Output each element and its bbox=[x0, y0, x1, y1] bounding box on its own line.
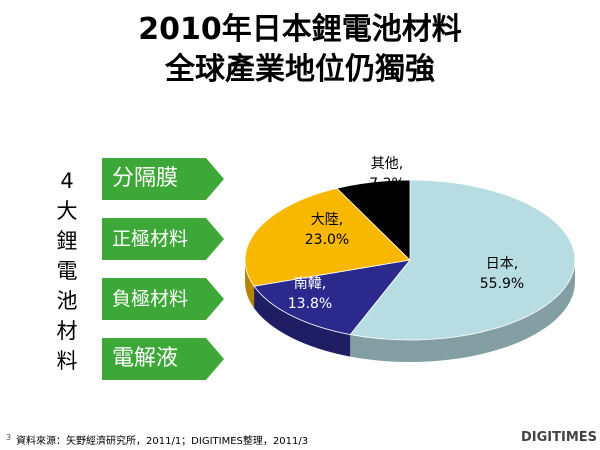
page-title: 2010年日本鋰電池材料 全球產業地位仍獨強 bbox=[0, 10, 600, 90]
pie-side-0 bbox=[350, 260, 575, 362]
material-arrow-electrolyte: 電解液 bbox=[102, 338, 224, 380]
material-arrow-separator: 分隔膜 bbox=[102, 158, 224, 200]
slice-value-label: 7.3% bbox=[369, 176, 405, 192]
material-label: 電解液 bbox=[112, 346, 179, 371]
pie-side bbox=[245, 260, 575, 362]
pie-top bbox=[244, 179, 576, 341]
vertical-char: 材 bbox=[56, 319, 78, 343]
arrow-shape bbox=[102, 338, 224, 380]
material-label: 分隔膜 bbox=[112, 166, 179, 191]
slice-name-label: 日本, bbox=[486, 256, 518, 272]
page-number: 3 bbox=[6, 433, 12, 442]
slice-name-label: 大陸, bbox=[311, 212, 343, 228]
material-label: 正極材料 bbox=[112, 228, 189, 250]
arrow-shape bbox=[102, 218, 224, 260]
pie-side-2 bbox=[245, 260, 255, 309]
source-note: 資料來源：矢野經濟研究所，2011/1；DIGITIMES整理，2011/3 bbox=[16, 436, 309, 447]
pie-slice-3 bbox=[336, 179, 411, 261]
vertical-label: 4 大 鋰 電 池 材 料 bbox=[56, 166, 78, 376]
arrow-shape bbox=[102, 158, 224, 200]
arrow-shape bbox=[102, 278, 224, 320]
material-label: 負極材料 bbox=[112, 288, 189, 310]
vertical-char: 池 bbox=[56, 289, 78, 313]
material-arrow-cathode: 正極材料 bbox=[102, 218, 224, 260]
pie-slice-1 bbox=[253, 259, 411, 336]
pie-labels: 日本, 55.9% 南韓, 13.8% 大陸, 23.0% 其他, 7.3% bbox=[288, 156, 524, 312]
title-line-2: 全球產業地位仍獨強 bbox=[165, 52, 435, 87]
pie-slice-0 bbox=[349, 179, 576, 341]
vertical-char: 鋰 bbox=[56, 229, 78, 253]
pie-chart: 日本, 55.9% 南韓, 13.8% 大陸, 23.0% 其他, 7.3% bbox=[244, 156, 576, 362]
digitimes-logo: DIGITIMES bbox=[521, 430, 598, 445]
vertical-char: 電 bbox=[56, 259, 78, 283]
title-line-1: 2010年日本鋰電池材料 bbox=[138, 12, 462, 47]
vertical-char: 4 bbox=[60, 169, 74, 193]
slice-value-label: 23.0% bbox=[305, 232, 349, 248]
slice-name-label: 其他, bbox=[371, 156, 403, 172]
material-arrow-anode: 負極材料 bbox=[102, 278, 224, 320]
slice-name-label: 南韓, bbox=[294, 276, 326, 292]
pie-slice-2 bbox=[244, 187, 411, 287]
vertical-char: 大 bbox=[56, 199, 78, 223]
pie-side-1 bbox=[254, 286, 351, 357]
vertical-char: 料 bbox=[56, 349, 78, 373]
slice-value-label: 55.9% bbox=[480, 276, 524, 292]
slice-value-label: 13.8% bbox=[288, 296, 332, 312]
